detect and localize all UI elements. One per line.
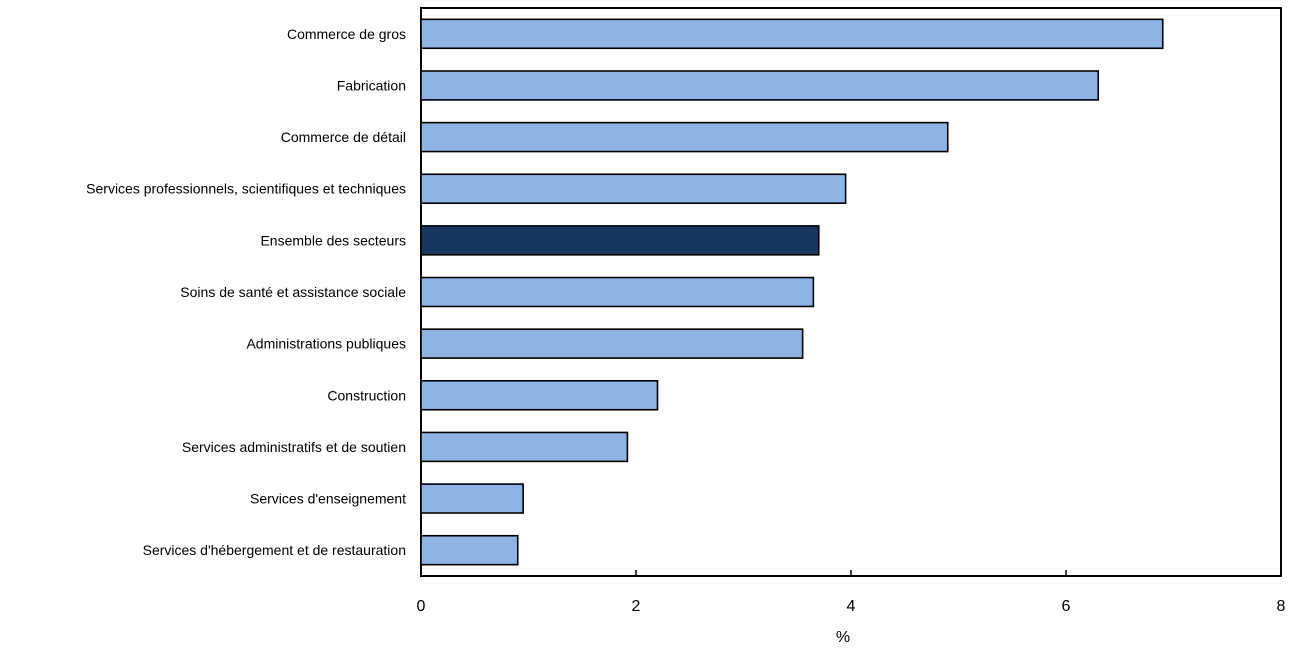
bar-3 — [420, 173, 847, 204]
bar-8 — [420, 431, 629, 463]
category-labels: Commerce de gros Fabrication Commerce de d… — [86, 26, 406, 558]
x-tick-label-0: 0 — [417, 598, 426, 615]
x-axis-label: % — [836, 629, 850, 646]
x-tick-label-2: 4 — [847, 598, 856, 615]
category-label-5: Soins de santé et assistance sociale — [180, 284, 406, 300]
bar-7 — [420, 380, 659, 411]
category-label-9: Services d'enseignement — [250, 491, 406, 507]
category-label-1: Fabrication — [337, 77, 406, 93]
category-label-8: Services administratifs et de soutien — [182, 439, 406, 455]
bar-6 — [420, 328, 804, 359]
category-label-2: Commerce de détail — [281, 129, 406, 145]
x-tick-label-4: 8 — [1277, 598, 1286, 615]
bars-group — [420, 18, 1164, 566]
bar-5 — [420, 276, 815, 308]
x-tick-label-3: 6 — [1062, 598, 1071, 615]
bar-1 — [420, 70, 1100, 101]
bar-0 — [420, 18, 1164, 50]
x-tick-label-1: 2 — [632, 598, 641, 615]
bar-9 — [420, 483, 524, 514]
category-label-0: Commerce de gros — [287, 26, 406, 42]
category-label-3: Services professionnels, scientifiques e… — [86, 181, 406, 197]
bar-10 — [420, 534, 519, 566]
category-label-4: Ensemble des secteurs — [260, 232, 406, 248]
bar-4 — [420, 225, 820, 256]
category-label-7: Construction — [327, 387, 406, 403]
category-label-10: Services d'hébergement et de restauratio… — [143, 542, 406, 558]
category-label-6: Administrations publiques — [246, 336, 406, 352]
bar-2 — [420, 121, 949, 153]
x-axis-ticks: 0 2 4 6 8 — [417, 570, 1286, 615]
